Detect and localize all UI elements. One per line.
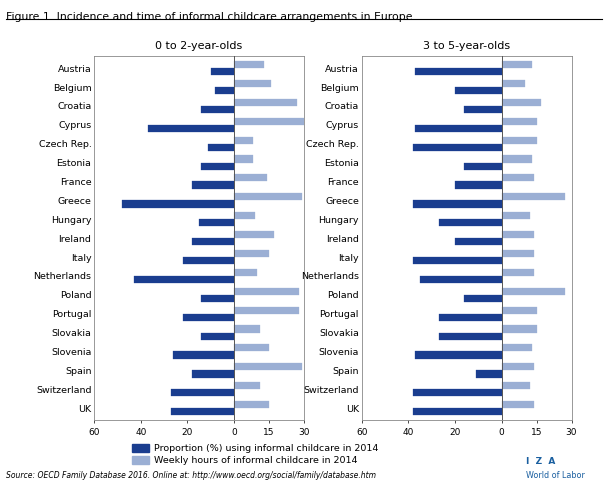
Bar bbox=[234, 156, 253, 163]
Bar bbox=[234, 61, 264, 68]
Bar bbox=[502, 288, 564, 295]
Bar bbox=[201, 332, 234, 340]
Bar bbox=[201, 106, 234, 113]
Bar bbox=[234, 80, 271, 87]
Bar bbox=[502, 250, 534, 257]
Bar bbox=[234, 231, 274, 238]
Bar bbox=[502, 137, 537, 144]
Bar bbox=[465, 106, 502, 113]
Text: I  Z  A: I Z A bbox=[526, 456, 555, 466]
Text: World of Labor: World of Labor bbox=[526, 471, 585, 480]
Bar bbox=[502, 363, 534, 370]
Bar bbox=[502, 156, 532, 163]
Text: Figure 1. Incidence and time of informal childcare arrangements in Europe: Figure 1. Incidence and time of informal… bbox=[6, 12, 413, 22]
Bar bbox=[234, 382, 260, 389]
Bar bbox=[183, 313, 234, 321]
Bar bbox=[234, 118, 304, 125]
Bar bbox=[211, 68, 234, 75]
Legend: Proportion (%) using informal childcare in 2014, Weekly hours of informal childc: Proportion (%) using informal childcare … bbox=[128, 440, 382, 469]
Bar bbox=[171, 408, 234, 416]
Bar bbox=[502, 80, 525, 87]
Bar bbox=[502, 193, 564, 200]
Bar bbox=[234, 137, 253, 144]
Bar bbox=[502, 269, 534, 276]
Bar bbox=[502, 231, 534, 238]
Bar bbox=[476, 370, 502, 378]
Bar bbox=[209, 144, 234, 151]
Bar bbox=[502, 382, 530, 389]
Bar bbox=[234, 307, 299, 313]
Bar bbox=[171, 389, 234, 397]
Bar bbox=[192, 238, 234, 245]
Bar bbox=[173, 351, 234, 359]
Text: Source: OECD Family Database 2016. Online at: http://www.oecd.org/social/family/: Source: OECD Family Database 2016. Onlin… bbox=[6, 471, 376, 480]
Bar bbox=[413, 257, 502, 264]
Bar bbox=[502, 307, 537, 313]
Bar bbox=[415, 351, 502, 359]
Bar bbox=[183, 257, 234, 264]
Bar bbox=[413, 408, 502, 416]
Bar bbox=[234, 401, 269, 408]
Bar bbox=[502, 212, 530, 219]
Title: 3 to 5-year-olds: 3 to 5-year-olds bbox=[423, 41, 510, 51]
Bar bbox=[502, 174, 534, 181]
Bar bbox=[439, 332, 502, 340]
Bar bbox=[502, 344, 532, 351]
Bar bbox=[234, 212, 255, 219]
Bar bbox=[234, 326, 260, 332]
Bar bbox=[234, 193, 302, 200]
Bar bbox=[420, 276, 502, 283]
Bar bbox=[439, 219, 502, 226]
Bar bbox=[215, 87, 234, 94]
Title: 0 to 2-year-olds: 0 to 2-year-olds bbox=[156, 41, 243, 51]
Bar bbox=[502, 99, 541, 106]
Bar bbox=[201, 163, 234, 170]
Bar bbox=[413, 200, 502, 208]
Bar bbox=[415, 68, 502, 75]
Bar bbox=[465, 295, 502, 302]
Bar bbox=[201, 295, 234, 302]
Bar bbox=[234, 250, 269, 257]
Bar bbox=[234, 363, 302, 370]
Bar bbox=[415, 125, 502, 132]
Bar bbox=[234, 344, 269, 351]
Bar bbox=[234, 288, 299, 295]
Bar bbox=[134, 276, 234, 283]
Bar bbox=[413, 389, 502, 397]
Bar bbox=[455, 238, 502, 245]
Bar bbox=[502, 61, 532, 68]
Bar bbox=[502, 118, 537, 125]
Bar bbox=[192, 181, 234, 189]
Bar bbox=[199, 219, 234, 226]
Bar bbox=[455, 181, 502, 189]
Bar bbox=[502, 401, 534, 408]
Bar bbox=[439, 313, 502, 321]
Bar bbox=[122, 200, 234, 208]
Bar bbox=[234, 99, 297, 106]
Bar bbox=[465, 163, 502, 170]
Bar bbox=[148, 125, 234, 132]
Bar bbox=[413, 144, 502, 151]
Bar bbox=[455, 87, 502, 94]
Bar bbox=[234, 269, 257, 276]
Bar bbox=[502, 326, 537, 332]
Bar bbox=[234, 174, 267, 181]
Bar bbox=[192, 370, 234, 378]
